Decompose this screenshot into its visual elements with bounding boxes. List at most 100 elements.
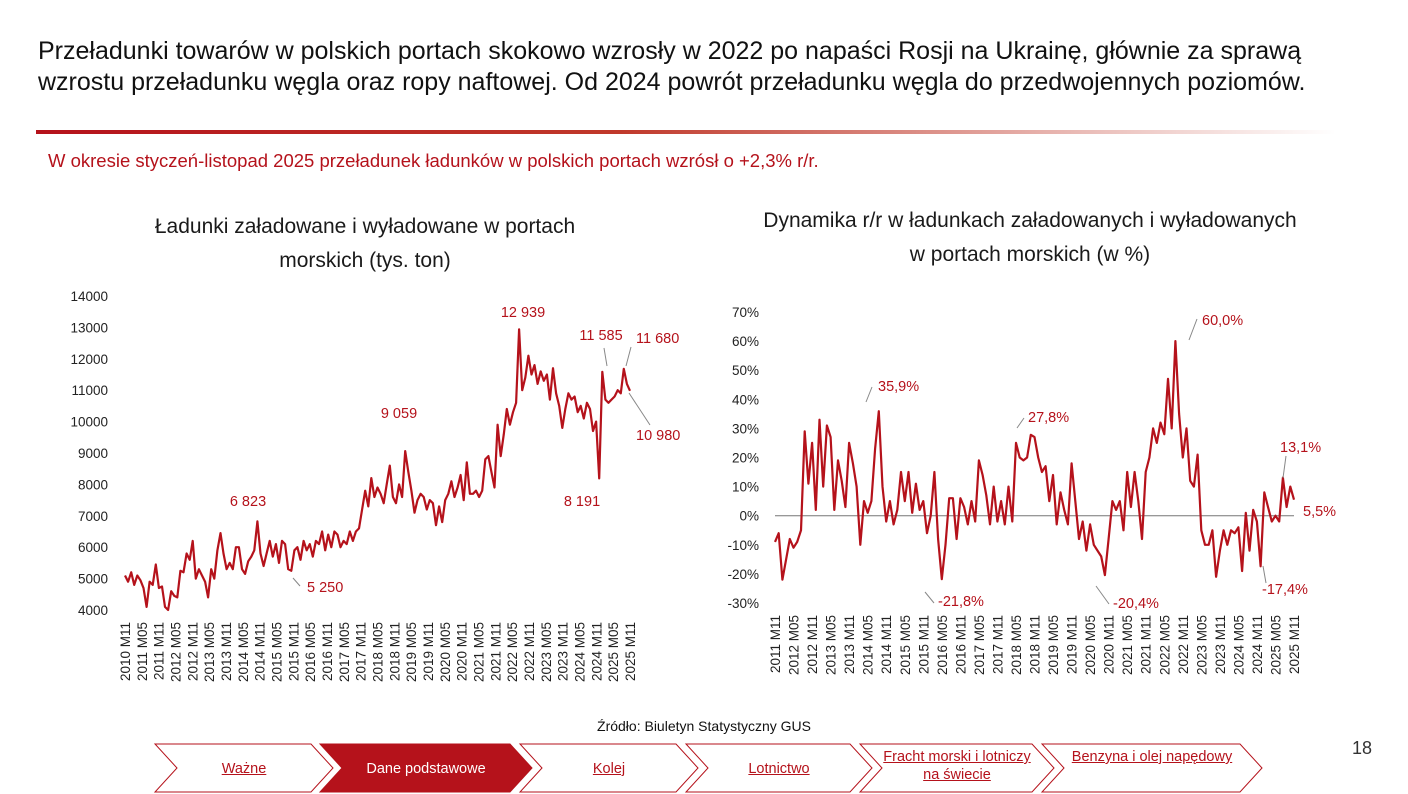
- x-tick-label: 2012 M11: [185, 622, 200, 681]
- x-tick-label: 2024 M05: [1231, 615, 1246, 675]
- data-label: 60,0%: [1202, 313, 1243, 329]
- y-tick-label: 60%: [732, 334, 759, 349]
- source-note: Źródło: Biuletyn Statystyczny GUS: [597, 718, 811, 734]
- x-tick-label: 2020 M11: [455, 622, 470, 681]
- x-tick-label: 2018 M11: [1028, 615, 1043, 674]
- x-tick-label: 2025 M05: [606, 622, 621, 682]
- x-tick-label: 2025 M11: [1287, 615, 1302, 674]
- nav-item-3[interactable]: Lotnictwo: [748, 761, 810, 777]
- series-line: [124, 328, 632, 612]
- left-chart-title: Ładunki załadowane i wyładowane w portac…: [154, 215, 576, 272]
- y-tick-label: 7000: [78, 509, 108, 524]
- x-tick-label: 2016 M05: [935, 615, 950, 675]
- y-tick-label: 6000: [78, 540, 108, 555]
- data-label: 35,9%: [878, 379, 919, 395]
- x-tick-label: 2025 M05: [1268, 615, 1283, 675]
- data-label: 11 680: [636, 331, 679, 347]
- x-tick-label: 2022 M05: [1157, 615, 1172, 675]
- annotation-leader: [628, 392, 651, 426]
- annotation-leader: [625, 346, 632, 367]
- annotation-leader: [1095, 585, 1110, 605]
- data-label: 8 191: [564, 494, 600, 510]
- y-tick-label: -20%: [727, 567, 759, 582]
- header-rule: [36, 130, 1336, 134]
- x-tick-label: 2022 M11: [522, 622, 537, 681]
- x-tick-label: 2018 M05: [371, 622, 386, 682]
- x-tick-label: 2017 M05: [972, 615, 987, 675]
- x-tick-label: 2019 M05: [404, 622, 419, 682]
- annotation-leader: [1262, 565, 1267, 584]
- annotation-leader: [924, 591, 935, 604]
- nav-item-5[interactable]: Benzyna i olej napędowy: [1071, 749, 1233, 765]
- x-tick-label: 2021 M05: [472, 622, 487, 682]
- y-tick-label: 70%: [732, 305, 759, 320]
- data-label: -21,8%: [938, 594, 984, 610]
- x-tick-label: 2019 M05: [1046, 615, 1061, 675]
- x-tick-label: 2012 M11: [805, 615, 820, 674]
- annotation-leader: [1188, 318, 1198, 341]
- data-label: 5,5%: [1303, 504, 1336, 520]
- x-tick-label: 2019 M11: [1065, 615, 1080, 674]
- y-tick-label: -30%: [727, 596, 759, 611]
- x-tick-label: 2015 M05: [270, 622, 285, 682]
- x-tick-label: 2014 M11: [879, 615, 894, 674]
- x-tick-label: 2023 M11: [556, 622, 571, 681]
- x-tick-label: 2015 M11: [916, 615, 931, 674]
- y-tick-label: -10%: [727, 538, 759, 553]
- x-tick-label: 2015 M05: [898, 615, 913, 675]
- data-label: 11 585: [579, 328, 622, 344]
- y-tick-label: 0%: [739, 509, 759, 524]
- y-tick-label: 4000: [78, 603, 108, 618]
- x-tick-label: 2013 M05: [202, 622, 217, 682]
- nav-item-2[interactable]: Kolej: [592, 761, 626, 777]
- annotation-leader: [865, 386, 873, 403]
- nav-item-1[interactable]: Dane podstawowe: [366, 761, 486, 777]
- x-tick-label: 2017 M05: [337, 622, 352, 682]
- y-tick-label: 50%: [732, 363, 759, 378]
- x-tick-label: 2020 M05: [438, 622, 453, 682]
- x-tick-label: 2019 M11: [421, 622, 436, 681]
- x-tick-label: 2015 M11: [286, 622, 301, 681]
- x-tick-label: 2021 M11: [1139, 615, 1154, 674]
- data-label: 10 980: [636, 428, 680, 444]
- x-tick-label: 2023 M05: [1194, 615, 1209, 675]
- x-tick-label: 2022 M11: [1176, 615, 1191, 674]
- page-subheadline: W okresie styczeń-listopad 2025 przeładu…: [48, 150, 819, 171]
- x-tick-label: 2010 M11: [118, 622, 133, 681]
- y-tick-label: 30%: [732, 421, 759, 436]
- x-tick-label: 2014 M05: [236, 622, 251, 682]
- x-tick-label: 2022 M05: [505, 622, 520, 682]
- x-tick-label: 2016 M05: [303, 622, 318, 682]
- x-tick-label: 2013 M11: [842, 615, 857, 674]
- nav-item-4[interactable]: Fracht morski i lotniczy na świecie: [883, 749, 1031, 783]
- data-label: -17,4%: [1262, 582, 1308, 598]
- y-tick-label: 11000: [71, 383, 108, 398]
- x-tick-label: 2013 M05: [824, 615, 839, 675]
- x-tick-label: 2016 M11: [320, 622, 335, 681]
- y-tick-label: 40%: [732, 392, 759, 407]
- x-tick-label: 2024 M11: [1250, 615, 1265, 674]
- y-tick-label: 9000: [78, 446, 108, 461]
- data-label: 5 250: [307, 580, 343, 596]
- nav-item-0[interactable]: Ważne: [221, 761, 267, 777]
- x-tick-label: 2017 M11: [354, 622, 369, 681]
- y-tick-label: 5000: [78, 572, 108, 587]
- x-tick-label: 2014 M11: [253, 622, 268, 681]
- x-tick-label: 2018 M11: [387, 622, 402, 681]
- x-tick-label: 2018 M05: [1009, 615, 1024, 675]
- y-tick-label: 20%: [732, 451, 759, 466]
- x-tick-label: 2025 M11: [623, 622, 638, 681]
- x-tick-label: 2020 M11: [1102, 615, 1117, 674]
- x-tick-label: 2023 M11: [1213, 615, 1228, 674]
- data-label: 6 823: [230, 494, 266, 510]
- y-tick-label: 8000: [78, 477, 108, 492]
- x-tick-label: 2011 M11: [768, 615, 783, 673]
- y-tick-label: 10%: [732, 480, 759, 495]
- x-tick-label: 2024 M05: [573, 622, 588, 682]
- data-label: -20,4%: [1113, 596, 1159, 612]
- data-label: 13,1%: [1280, 440, 1321, 456]
- page-headline: Przeładunki towarów w polskich portach s…: [38, 37, 1306, 96]
- x-tick-label: 2012 M05: [787, 615, 802, 675]
